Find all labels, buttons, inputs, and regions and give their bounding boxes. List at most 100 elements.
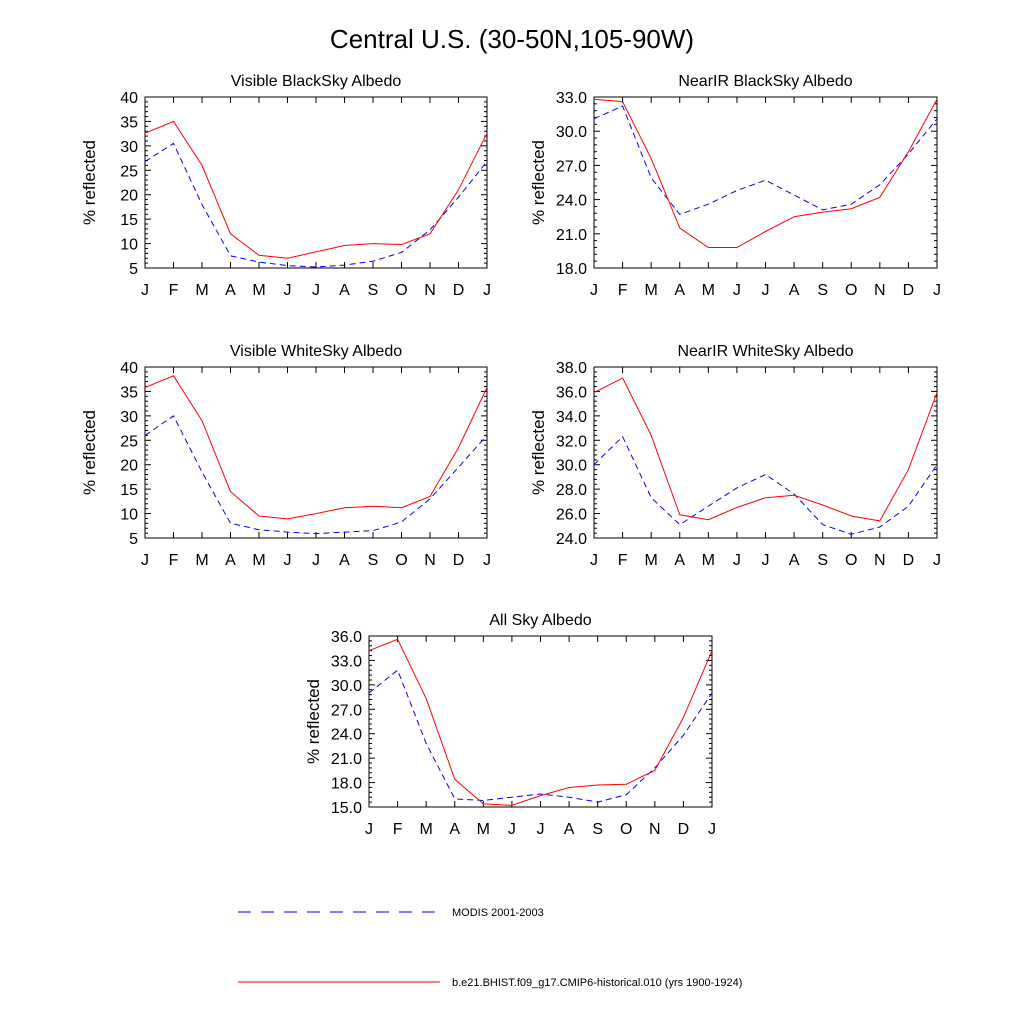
series-line-model <box>593 98 938 248</box>
series-line-modis <box>593 105 938 215</box>
x-tick-label: D <box>903 282 915 299</box>
plot-frame <box>144 366 488 539</box>
y-tick-label: 24.0 <box>556 193 587 210</box>
y-tick-label: 32.0 <box>556 433 587 450</box>
y-tick-label: 27.0 <box>331 702 362 719</box>
x-tick-label: M <box>702 282 715 299</box>
y-tick-label: 20 <box>120 188 138 205</box>
x-tick-label: A <box>789 552 800 569</box>
y-axis-label: % reflected <box>529 140 548 225</box>
x-tick-label: S <box>817 552 828 569</box>
x-tick-label: J <box>590 552 598 569</box>
y-tick-label: 40 <box>120 360 138 377</box>
y-tick-label: 15 <box>120 482 138 499</box>
y-tick-label: 30.0 <box>556 458 587 475</box>
series-line-modis <box>368 669 713 803</box>
y-tick-label: 26.0 <box>556 507 587 524</box>
y-tick-label: 10 <box>120 507 138 524</box>
series-line-modis <box>593 435 938 535</box>
y-tick-label: 36.0 <box>556 384 587 401</box>
x-tick-label: J <box>284 282 292 299</box>
plot-frame <box>593 96 938 269</box>
x-tick-label: J <box>933 552 941 569</box>
x-tick-label: J <box>141 552 149 569</box>
y-tick-label: 30.0 <box>556 124 587 141</box>
x-tick-label: J <box>284 552 292 569</box>
x-tick-label: N <box>649 821 661 838</box>
x-tick-label: J <box>483 282 491 299</box>
x-tick-label: D <box>453 282 465 299</box>
x-tick-label: F <box>169 552 179 569</box>
x-tick-label: M <box>702 552 715 569</box>
y-tick-label: 30.0 <box>331 678 362 695</box>
chart-title: Visible BlackSky Albedo <box>231 73 402 90</box>
x-tick-label: S <box>817 282 828 299</box>
y-axis-label: % reflected <box>304 679 323 764</box>
x-tick-label: N <box>424 282 436 299</box>
x-tick-label: J <box>312 552 320 569</box>
series-line-model <box>593 377 938 522</box>
y-tick-label: 36.0 <box>331 629 362 646</box>
x-tick-label: J <box>733 282 741 299</box>
x-tick-label: O <box>845 282 857 299</box>
x-tick-label: N <box>874 282 886 299</box>
x-tick-label: A <box>449 821 460 838</box>
x-tick-label: J <box>762 282 770 299</box>
x-tick-label: D <box>678 821 690 838</box>
plot-frame <box>368 635 713 808</box>
y-tick-label: 10 <box>120 237 138 254</box>
x-tick-label: M <box>252 282 265 299</box>
x-tick-label: A <box>339 282 350 299</box>
y-tick-label: 24.0 <box>331 727 362 744</box>
x-tick-label: M <box>252 552 265 569</box>
x-tick-label: J <box>483 552 491 569</box>
legend-label-model: b.e21.BHIST.f09_g17.CMIP6-historical.010… <box>452 977 742 989</box>
x-tick-label: J <box>590 282 598 299</box>
x-tick-label: A <box>674 282 685 299</box>
y-tick-label: 27.0 <box>556 158 587 175</box>
x-tick-label: F <box>618 282 628 299</box>
x-tick-label: F <box>169 282 179 299</box>
x-tick-label: O <box>620 821 632 838</box>
y-tick-label: 21.0 <box>331 751 362 768</box>
x-tick-label: J <box>762 552 770 569</box>
x-tick-label: J <box>537 821 545 838</box>
y-tick-label: 40 <box>120 90 138 107</box>
x-tick-label: M <box>645 282 658 299</box>
x-tick-label: J <box>508 821 516 838</box>
chart-title: Visible WhiteSky Albedo <box>230 343 402 360</box>
x-tick-label: A <box>789 282 800 299</box>
plot-frame <box>593 366 938 539</box>
x-tick-label: A <box>225 552 236 569</box>
y-tick-label: 15 <box>120 212 138 229</box>
y-tick-label: 15.0 <box>331 800 362 817</box>
y-tick-label: 20 <box>120 458 138 475</box>
y-tick-label: 35 <box>120 114 138 131</box>
y-tick-label: 18.0 <box>331 776 362 793</box>
x-tick-label: O <box>845 552 857 569</box>
y-tick-label: 18.0 <box>556 261 587 278</box>
x-tick-label: N <box>874 552 886 569</box>
x-tick-label: M <box>195 282 208 299</box>
x-tick-label: F <box>393 821 403 838</box>
chart-title: NearIR WhiteSky Albedo <box>677 343 853 360</box>
x-tick-label: F <box>618 552 628 569</box>
series-line-modis <box>144 415 488 535</box>
x-tick-label: S <box>368 552 379 569</box>
x-tick-label: J <box>365 821 373 838</box>
x-tick-label: A <box>674 552 685 569</box>
chart-title: NearIR BlackSky Albedo <box>678 73 852 90</box>
x-tick-label: A <box>339 552 350 569</box>
y-tick-label: 21.0 <box>556 227 587 244</box>
x-tick-label: S <box>592 821 603 838</box>
x-tick-label: S <box>368 282 379 299</box>
x-tick-label: O <box>395 282 407 299</box>
x-tick-label: D <box>903 552 915 569</box>
series-line-model <box>144 120 488 259</box>
